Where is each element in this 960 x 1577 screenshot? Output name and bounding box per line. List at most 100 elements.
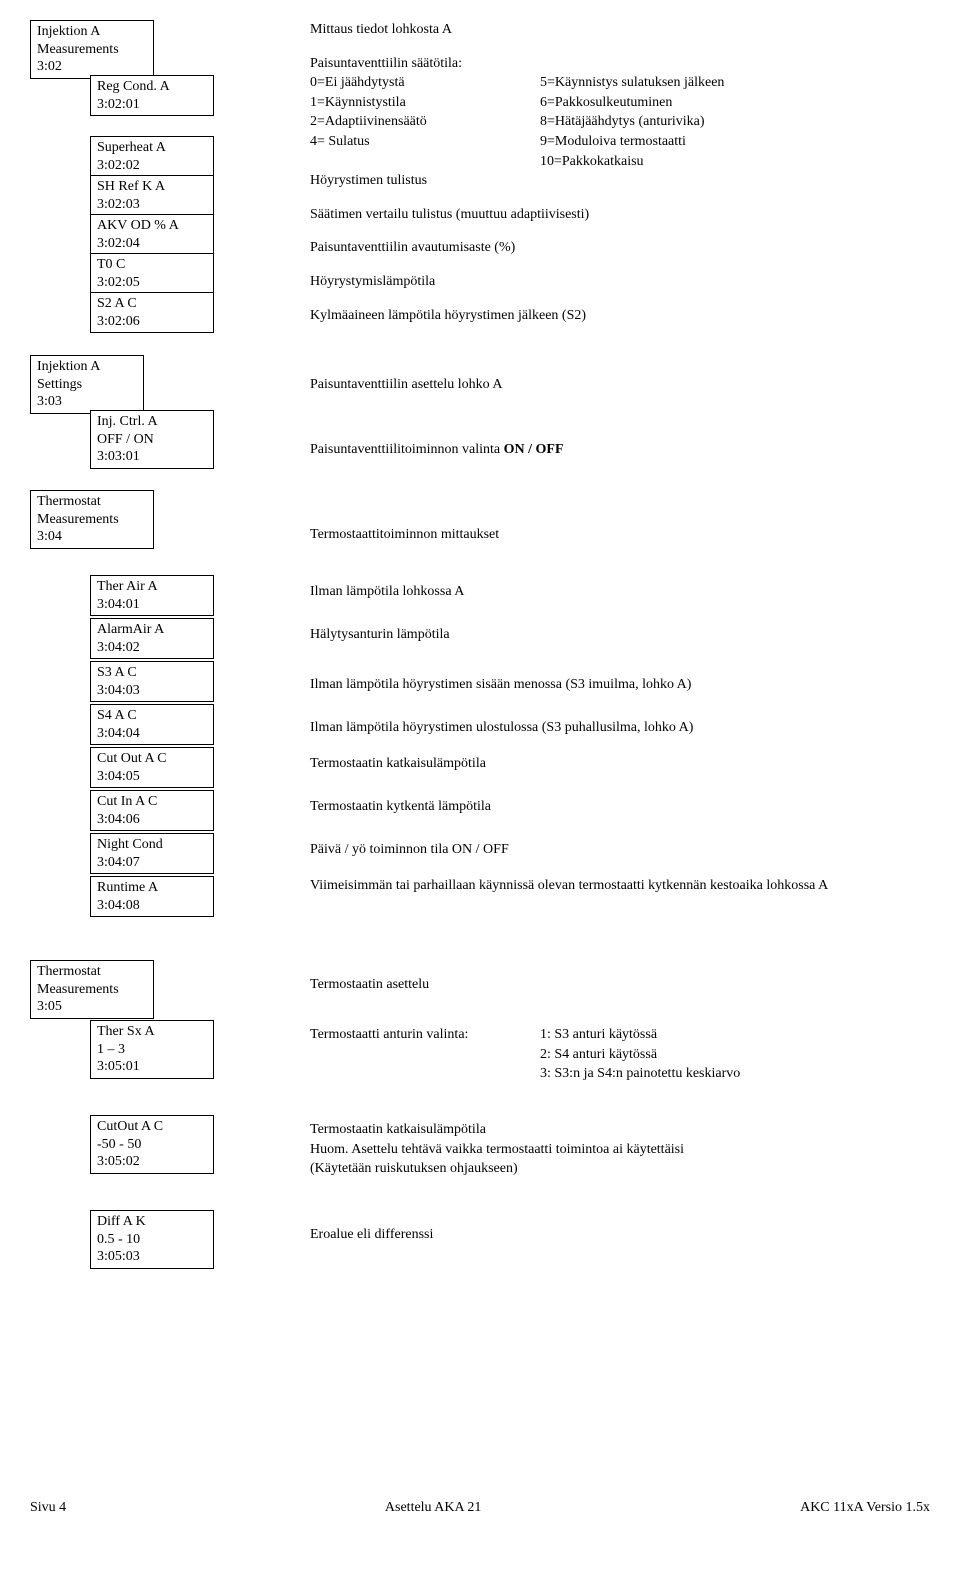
param-s2-a-c: S2 A C 3:02:06 (90, 292, 214, 333)
label: Runtime A (97, 879, 207, 897)
desc-block-c: Termostaattitoiminnon mittaukset (310, 525, 920, 545)
desc-c5: Termostaatin kytkentä lämpötila (310, 797, 920, 817)
label: 3:04:06 (97, 811, 207, 829)
label: Cut In A C (97, 793, 207, 811)
label: 3:02 (37, 58, 147, 76)
desc-line: Paisuntaventtiilin avautumisaste (%) (310, 238, 920, 258)
desc-d0: Termostaatti anturin valinta: 1: S3 antu… (310, 1025, 920, 1084)
state-left: 1=Käynnistystila (310, 93, 540, 113)
state-right: 9=Moduloiva termostaatti (540, 132, 920, 152)
section-injektion-a-settings: Injektion A Settings 3:03 (30, 355, 144, 414)
desc-d2: Eroalue eli differenssi (310, 1225, 920, 1245)
desc-c4: Termostaatin katkaisulämpötila (310, 754, 920, 774)
label: 1 – 3 (97, 1041, 207, 1059)
label: Ther Sx A (97, 1023, 207, 1041)
label: S3 A C (97, 664, 207, 682)
section-thermostat-settings: Thermostat Measurements 3:05 (30, 960, 154, 1019)
desc-line: Kylmäaineen lämpötila höyrystimen jälkee… (310, 306, 920, 326)
section-thermostat-measurements: Thermostat Measurements 3:04 (30, 490, 154, 549)
label: Superheat A (97, 139, 207, 157)
label: 3:02:05 (97, 274, 207, 292)
desc-c3: Ilman lämpötila höyrystimen ulostulossa … (310, 718, 920, 738)
param-runtime-a: Runtime A 3:04:08 (90, 876, 214, 917)
param-diff-a-k: Diff A K 0.5 - 10 3:05:03 (90, 1210, 214, 1269)
footer-center: Asettelu AKA 21 (385, 1500, 481, 1516)
desc-block-a: Mittaus tiedot lohkosta A Paisuntaventti… (310, 20, 920, 325)
label: 3:03 (37, 393, 137, 411)
footer-right: AKC 11xA Versio 1.5x (800, 1500, 930, 1516)
label: 3:04 (37, 528, 147, 546)
label: 3:03:01 (97, 448, 207, 466)
desc-line: Huom. Asettelu tehtävä vaikka termostaat… (310, 1140, 920, 1160)
label: SH Ref K A (97, 178, 207, 196)
label: -50 - 50 (97, 1136, 207, 1154)
label: Cut Out A C (97, 750, 207, 768)
param-ther-sx-a: Ther Sx A 1 – 3 3:05:01 (90, 1020, 214, 1079)
label: S4 A C (97, 707, 207, 725)
label: 3:04:05 (97, 768, 207, 786)
param-inj-ctrl-a: Inj. Ctrl. A OFF / ON 3:03:01 (90, 410, 214, 469)
label: 3:02:03 (97, 196, 207, 214)
label: 3:02:04 (97, 235, 207, 253)
label: Injektion A (37, 358, 137, 376)
label: 3:04:03 (97, 682, 207, 700)
label: OFF / ON (97, 431, 207, 449)
desc-c2: Ilman lämpötila höyrystimen sisään menos… (310, 675, 920, 695)
state-left: 4= Sulatus (310, 132, 540, 152)
param-alarmair-a: AlarmAir A 3:04:02 (90, 618, 214, 659)
desc-bold: ON / OFF (504, 442, 564, 457)
desc-block-b-1: Paisuntaventtiilin asettelu lohko A (310, 375, 920, 395)
label: AlarmAir A (97, 621, 207, 639)
label: Measurements (37, 981, 147, 999)
state-right: 5=Käynnistys sulatuksen jälkeen (540, 73, 920, 93)
label: 3:02:02 (97, 157, 207, 175)
desc-d0-left: Termostaatti anturin valinta: (310, 1025, 540, 1084)
desc-block-d: Termostaatin asettelu (310, 975, 920, 995)
param-akv-od-a: AKV OD % A 3:02:04 (90, 214, 214, 255)
param-reg-cond-a: Reg Cond. A 3:02:01 (90, 75, 214, 116)
desc-line: Säätimen vertailu tulistus (muuttuu adap… (310, 205, 920, 225)
state-right: 6=Pakkosulkeutuminen (540, 93, 920, 113)
page-footer: Sivu 4 Asettelu AKA 21 AKC 11xA Versio 1… (30, 1490, 930, 1516)
desc-c6: Päivä / yö toiminnon tila ON / OFF (310, 840, 920, 860)
label: Night Cond (97, 836, 207, 854)
state-left: 2=Adaptiivinensäätö (310, 112, 540, 132)
footer-left: Sivu 4 (30, 1500, 66, 1516)
desc-d0-right: 2: S4 anturi käytössä (540, 1045, 920, 1065)
desc-d1: Termostaatin katkaisulämpötila Huom. Ase… (310, 1120, 920, 1179)
param-night-cond: Night Cond 3:04:07 (90, 833, 214, 874)
desc-line: Höyrystymislämpötila (310, 272, 920, 292)
label: 3:05:03 (97, 1248, 207, 1266)
label: Ther Air A (97, 578, 207, 596)
label: AKV OD % A (97, 217, 207, 235)
desc-d0-right: 1: S3 anturi käytössä (540, 1025, 920, 1045)
label: 3:05:01 (97, 1058, 207, 1076)
label: 3:04:07 (97, 854, 207, 872)
label: 3:02:06 (97, 313, 207, 331)
desc-line: Termostaatin katkaisulämpötila (310, 1120, 920, 1140)
label: Thermostat (37, 493, 147, 511)
label: Diff A K (97, 1213, 207, 1231)
state-right: 10=Pakkokatkaisu (540, 152, 920, 172)
label: Settings (37, 376, 137, 394)
label: 3:05 (37, 998, 147, 1016)
label: Thermostat (37, 963, 147, 981)
label: 3:04:01 (97, 596, 207, 614)
desc-c1: Hälytysanturin lämpötila (310, 625, 920, 645)
section-injektion-a-measurements: Injektion A Measurements 3:02 (30, 20, 154, 79)
param-sh-ref-k-a: SH Ref K A 3:02:03 (90, 175, 214, 216)
label: Injektion A (37, 23, 147, 41)
param-cut-out-a-c: Cut Out A C 3:04:05 (90, 747, 214, 788)
label: 3:02:01 (97, 96, 207, 114)
desc-title: Mittaus tiedot lohkosta A (310, 20, 920, 40)
param-s3-a-c: S3 A C 3:04:03 (90, 661, 214, 702)
label: 3:04:02 (97, 639, 207, 657)
desc-c0: Ilman lämpötila lohkossa A (310, 582, 920, 602)
desc-line: (Käytetään ruiskutuksen ohjaukseen) (310, 1159, 920, 1179)
label: 3:04:08 (97, 897, 207, 915)
desc-block-b-2: Paisuntaventtiilitoiminnon valinta ON / … (310, 440, 920, 460)
desc-line: Höyrystimen tulistus (310, 171, 920, 191)
param-cutout-a-c: CutOut A C -50 - 50 3:05:02 (90, 1115, 214, 1174)
state-left: 0=Ei jäähdytystä (310, 73, 540, 93)
param-superheat-a: Superheat A 3:02:02 (90, 136, 214, 177)
